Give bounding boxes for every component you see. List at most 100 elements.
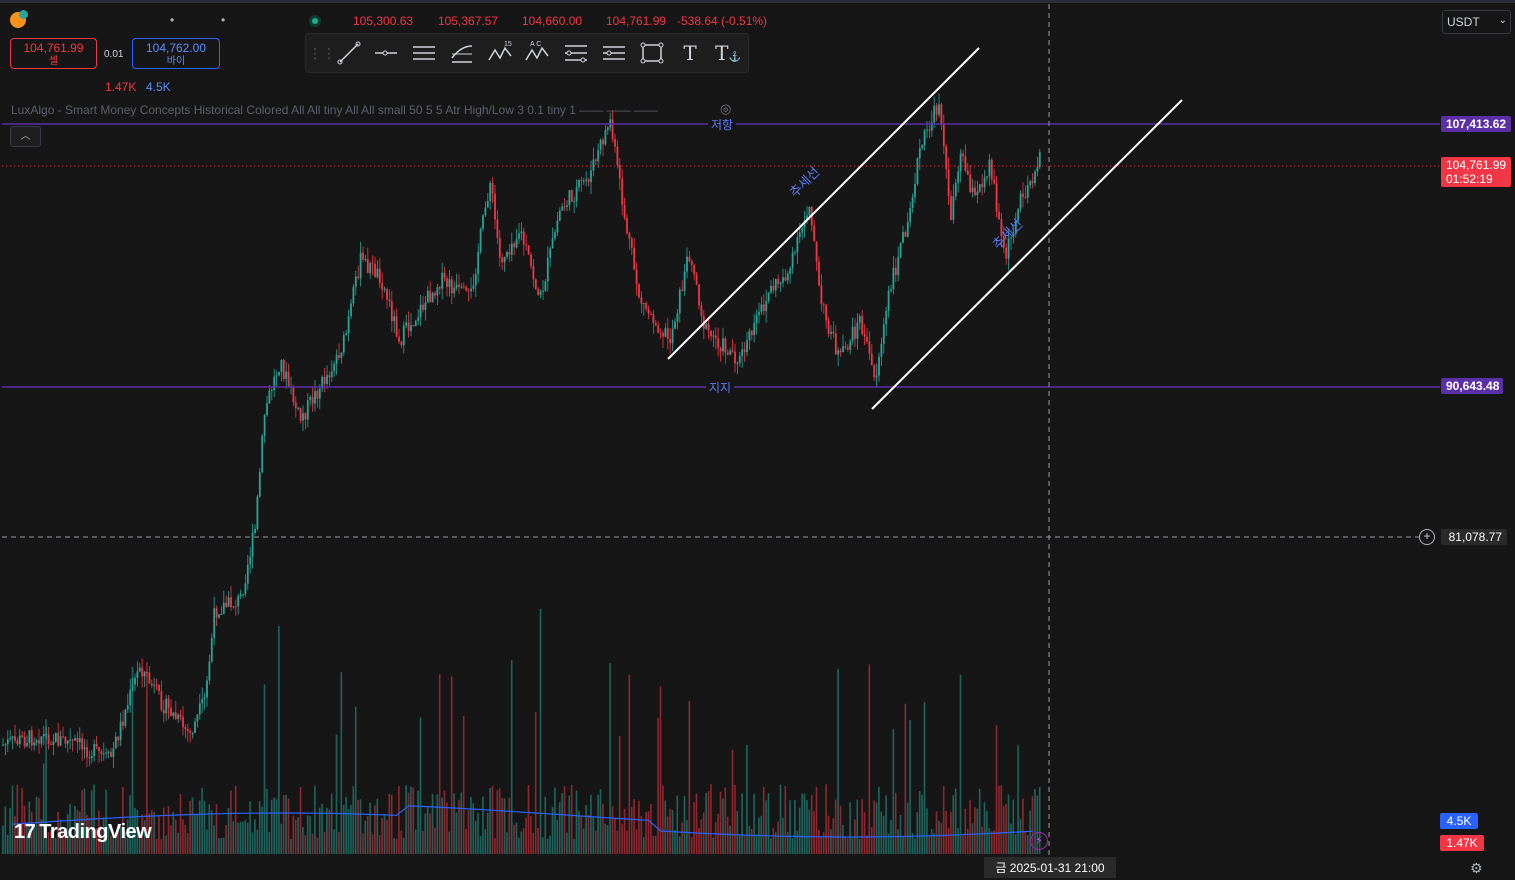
- exchange-badge-icon: [19, 10, 28, 19]
- volume-bar: [1038, 787, 1041, 854]
- volume-bar: [736, 811, 739, 854]
- volume-bar: [467, 809, 470, 854]
- volume-bar: [330, 793, 333, 854]
- volume-bar: [501, 798, 503, 854]
- candle-body: [146, 671, 148, 673]
- candle-body: [724, 338, 727, 353]
- volume-bar: [477, 812, 479, 854]
- candle-body: [40, 736, 43, 744]
- volume-bar: [249, 801, 251, 854]
- indicator-legend[interactable]: LuxAlgo - Smart Money Concepts Historica…: [11, 103, 658, 117]
- candle-body: [309, 397, 312, 401]
- volume-bar: [424, 813, 427, 854]
- candle-body: [801, 227, 804, 233]
- candle-body: [1005, 247, 1008, 259]
- tradingview-logo[interactable]: 17 TradingView: [14, 821, 152, 844]
- eye-hidden-icon[interactable]: ◎: [720, 101, 732, 116]
- volume-bar: [1019, 818, 1022, 854]
- long-position-icon[interactable]: [563, 40, 589, 66]
- candle-body: [42, 734, 45, 737]
- volume-bar: [35, 796, 38, 854]
- candle-body: [969, 174, 972, 193]
- volume-bar: [378, 835, 381, 854]
- volume-bar: [628, 674, 631, 854]
- volume-bar: [570, 784, 573, 854]
- currency-select[interactable]: USDT ⌄: [1442, 10, 1511, 34]
- candle-body: [638, 284, 640, 298]
- rectangle-icon[interactable]: [639, 40, 665, 66]
- settings-gear-icon[interactable]: ⚙: [1470, 860, 1483, 876]
- parallel-channel-icon[interactable]: [411, 40, 437, 66]
- trendline-lower[interactable]: [871, 99, 1183, 410]
- candle-body: [285, 371, 288, 379]
- candle-body: [844, 346, 847, 348]
- volume-bar: [690, 837, 693, 854]
- candle-body: [311, 397, 314, 404]
- volume-bar: [738, 835, 741, 854]
- candle-body: [861, 316, 864, 335]
- candle-body: [489, 182, 492, 201]
- volume-bar: [191, 797, 194, 854]
- anchored-text-icon[interactable]: T⚓: [715, 41, 741, 65]
- candle-body: [834, 333, 837, 355]
- horizontal-ray-icon[interactable]: [373, 40, 399, 66]
- volume-bar: [359, 799, 362, 854]
- volume-bar: [402, 837, 405, 854]
- collapse-legend-button[interactable]: ︿: [10, 126, 41, 147]
- candle-body: [88, 757, 91, 759]
- volume-bar: [904, 703, 907, 854]
- candle-body: [263, 414, 266, 436]
- candle-body: [902, 232, 904, 243]
- candle-body: [837, 350, 840, 355]
- candle-body: [314, 390, 316, 404]
- volume-bar: [45, 719, 47, 854]
- volume-bar: [122, 786, 124, 854]
- volume-bar: [232, 821, 235, 854]
- volume-bar: [921, 794, 923, 854]
- xabcd-pattern-icon[interactable]: 15: [487, 40, 513, 66]
- projection-icon[interactable]: [601, 40, 627, 66]
- volume-bar: [246, 822, 249, 854]
- volume-bar: [141, 814, 143, 854]
- volume-bar: [1005, 804, 1007, 854]
- volume-bar: [215, 804, 218, 854]
- candle-body: [878, 356, 880, 376]
- add-alert-plus-icon[interactable]: +: [1419, 529, 1435, 545]
- volume-bar: [1000, 785, 1003, 854]
- candle-body: [518, 233, 520, 239]
- volume-bar: [484, 829, 487, 854]
- volume-bar: [995, 725, 998, 854]
- fib-icon[interactable]: [449, 40, 475, 66]
- candle-body: [813, 225, 816, 242]
- abcd-pattern-icon[interactable]: A C: [524, 40, 550, 66]
- text-icon[interactable]: T: [683, 41, 697, 65]
- candle-body: [686, 256, 688, 272]
- candle-body: [539, 291, 542, 295]
- volume-bar: [902, 836, 904, 854]
- volume-bar: [441, 797, 443, 854]
- volume-bar: [698, 827, 700, 854]
- candle-body: [393, 316, 396, 322]
- trendline-upper[interactable]: [667, 47, 980, 360]
- volume-bar: [906, 802, 909, 854]
- candle-body: [940, 104, 943, 125]
- candle-body: [304, 413, 307, 420]
- buy-button[interactable]: 104,762.00 바이: [132, 38, 220, 69]
- candle-body: [741, 349, 744, 357]
- candle-body: [261, 435, 264, 473]
- drag-handle-icon[interactable]: ⋮⋮: [308, 45, 336, 61]
- candle-body: [441, 272, 444, 289]
- lightning-bolt-icon[interactable]: ⚡: [1030, 832, 1048, 850]
- candle-body: [714, 335, 717, 339]
- candlesticks: [2, 93, 1041, 768]
- candle-body: [962, 153, 964, 157]
- volume-bar: [1036, 795, 1039, 854]
- market-status-icon[interactable]: [309, 15, 321, 27]
- volume-bar: [599, 789, 602, 854]
- sell-button[interactable]: 104,761.99 셀: [10, 38, 97, 69]
- candle-body: [18, 735, 21, 745]
- candle-body: [369, 263, 372, 274]
- trend-line-icon[interactable]: [336, 40, 362, 66]
- volume-bar: [297, 817, 299, 854]
